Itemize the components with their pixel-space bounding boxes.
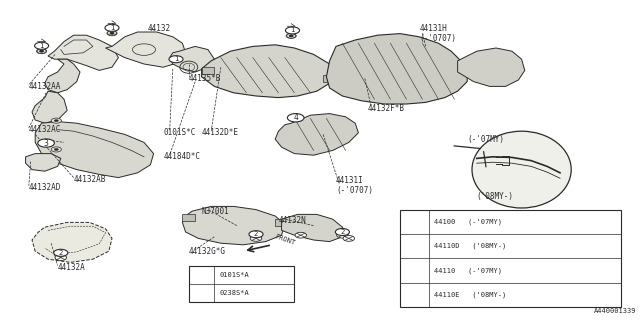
Text: 44131I
(-'0707): 44131I (-'0707): [336, 176, 373, 195]
Ellipse shape: [472, 131, 571, 208]
Text: 1: 1: [109, 25, 115, 31]
Circle shape: [285, 27, 300, 34]
Circle shape: [295, 232, 307, 238]
Text: 44132N: 44132N: [278, 216, 306, 225]
Polygon shape: [323, 75, 336, 82]
Polygon shape: [282, 214, 342, 242]
Polygon shape: [326, 34, 467, 104]
Polygon shape: [458, 48, 525, 86]
Text: 0101S*C: 0101S*C: [163, 128, 196, 137]
Polygon shape: [202, 67, 214, 74]
Polygon shape: [48, 35, 118, 70]
Circle shape: [51, 147, 61, 152]
Polygon shape: [45, 59, 80, 93]
Polygon shape: [182, 206, 285, 245]
Text: N37001: N37001: [202, 207, 229, 216]
Circle shape: [406, 218, 420, 225]
Polygon shape: [202, 45, 336, 98]
Circle shape: [55, 255, 67, 260]
Polygon shape: [170, 46, 214, 72]
Polygon shape: [275, 114, 358, 155]
Circle shape: [54, 249, 68, 256]
Circle shape: [54, 120, 58, 122]
Text: 2: 2: [340, 229, 344, 235]
Circle shape: [249, 231, 263, 238]
Text: 0101S*A: 0101S*A: [220, 272, 249, 278]
Polygon shape: [275, 219, 285, 226]
Circle shape: [110, 32, 114, 34]
Text: 2: 2: [254, 231, 258, 237]
Polygon shape: [182, 214, 195, 221]
Circle shape: [337, 232, 348, 238]
Circle shape: [335, 228, 349, 236]
Text: 44132AC: 44132AC: [29, 125, 61, 134]
Text: 0238S*A: 0238S*A: [220, 290, 249, 296]
Circle shape: [169, 56, 183, 63]
Circle shape: [110, 32, 114, 34]
Polygon shape: [26, 154, 61, 171]
Circle shape: [250, 236, 262, 241]
Text: 4: 4: [411, 268, 415, 274]
Text: 44132AB: 44132AB: [74, 175, 106, 184]
Text: 44110D   ('08MY-): 44110D ('08MY-): [434, 243, 506, 250]
Text: 1: 1: [39, 43, 44, 49]
Circle shape: [51, 118, 61, 123]
Circle shape: [107, 31, 117, 36]
Circle shape: [38, 139, 54, 147]
Bar: [189, 266, 294, 302]
Circle shape: [37, 49, 46, 53]
Text: (-'07MY): (-'07MY): [467, 135, 504, 144]
Text: 44132AD: 44132AD: [29, 183, 61, 192]
Text: 44184D*C: 44184D*C: [163, 152, 200, 161]
Text: 44131H
(-'0707): 44131H (-'0707): [419, 24, 456, 43]
Text: 1: 1: [173, 56, 179, 62]
Text: 44132AA: 44132AA: [29, 82, 61, 91]
Circle shape: [36, 49, 47, 54]
Circle shape: [40, 50, 44, 52]
Bar: [400, 210, 621, 307]
Polygon shape: [32, 91, 67, 123]
Text: 1: 1: [198, 272, 203, 278]
Text: 3: 3: [44, 139, 49, 148]
Text: 1: 1: [290, 28, 295, 33]
Text: ('08MY-): ('08MY-): [477, 192, 514, 201]
Text: 4: 4: [293, 113, 298, 122]
Circle shape: [54, 148, 58, 150]
Text: 44100   (-'07MY): 44100 (-'07MY): [434, 219, 502, 225]
Text: A440001339: A440001339: [595, 308, 637, 314]
Text: 44135*B: 44135*B: [189, 74, 221, 83]
Text: 44132A: 44132A: [58, 263, 85, 272]
Polygon shape: [32, 222, 112, 262]
Text: 44132D*E: 44132D*E: [202, 128, 239, 137]
Text: FRONT: FRONT: [274, 234, 296, 246]
Text: 2: 2: [198, 290, 202, 296]
Text: 44110   (-'07MY): 44110 (-'07MY): [434, 267, 502, 274]
Circle shape: [108, 31, 116, 35]
Circle shape: [286, 33, 296, 38]
Circle shape: [105, 24, 119, 31]
Circle shape: [287, 34, 296, 38]
Circle shape: [406, 267, 420, 274]
Text: 44132: 44132: [147, 24, 170, 33]
Circle shape: [40, 50, 44, 52]
Circle shape: [289, 35, 293, 37]
Polygon shape: [35, 122, 154, 178]
Circle shape: [343, 236, 355, 241]
Text: 44110E   ('08MY-): 44110E ('08MY-): [434, 292, 506, 298]
Circle shape: [194, 272, 207, 278]
Polygon shape: [106, 32, 186, 67]
Circle shape: [194, 290, 207, 296]
Text: 44132G*G: 44132G*G: [189, 247, 226, 256]
Text: 2: 2: [59, 250, 63, 256]
Text: 44132F*B: 44132F*B: [368, 104, 405, 113]
Circle shape: [289, 35, 293, 37]
Text: 3: 3: [410, 219, 415, 225]
Circle shape: [287, 114, 304, 122]
Circle shape: [35, 42, 49, 49]
